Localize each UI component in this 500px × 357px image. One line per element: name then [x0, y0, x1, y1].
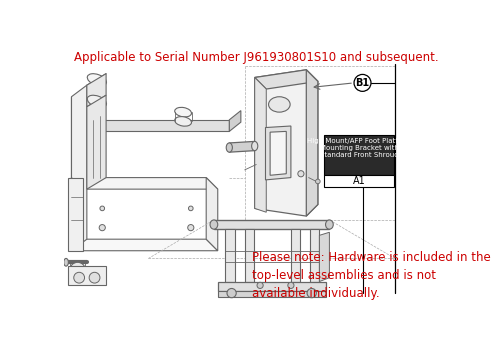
Polygon shape	[254, 77, 266, 212]
FancyBboxPatch shape	[324, 175, 394, 187]
Circle shape	[89, 272, 100, 283]
Circle shape	[70, 262, 86, 278]
Ellipse shape	[64, 258, 68, 266]
Ellipse shape	[88, 95, 106, 107]
Text: High Mount/AFP Foot Platform
Mounting Bracket with
Standard Front Shroud: High Mount/AFP Foot Platform Mounting Br…	[307, 138, 412, 158]
Ellipse shape	[174, 107, 192, 117]
Ellipse shape	[326, 220, 334, 229]
Polygon shape	[206, 177, 218, 251]
Polygon shape	[306, 70, 318, 216]
FancyBboxPatch shape	[324, 135, 394, 175]
Circle shape	[298, 171, 304, 177]
Polygon shape	[72, 85, 87, 251]
Polygon shape	[310, 229, 320, 282]
Circle shape	[74, 272, 85, 283]
Polygon shape	[254, 70, 318, 89]
Polygon shape	[244, 229, 254, 282]
Polygon shape	[87, 120, 230, 131]
Ellipse shape	[210, 220, 218, 229]
Polygon shape	[87, 74, 106, 107]
Circle shape	[188, 225, 194, 231]
Text: A1: A1	[352, 176, 366, 186]
Ellipse shape	[226, 143, 232, 152]
Circle shape	[307, 288, 316, 298]
Circle shape	[227, 288, 236, 298]
Polygon shape	[254, 70, 318, 216]
Text: Applicable to Serial Number J961930801S10 and subsequent.: Applicable to Serial Number J961930801S1…	[74, 51, 438, 64]
Circle shape	[257, 282, 263, 288]
Circle shape	[99, 225, 105, 231]
Ellipse shape	[268, 97, 290, 112]
Polygon shape	[230, 141, 254, 152]
Ellipse shape	[88, 74, 106, 86]
Polygon shape	[270, 131, 286, 175]
Text: B1: B1	[356, 78, 370, 88]
Polygon shape	[72, 239, 218, 251]
Circle shape	[288, 282, 294, 288]
Ellipse shape	[252, 141, 258, 151]
Polygon shape	[87, 95, 106, 189]
Polygon shape	[68, 177, 83, 251]
Polygon shape	[226, 229, 234, 282]
Circle shape	[100, 206, 104, 211]
Circle shape	[188, 206, 193, 211]
Polygon shape	[218, 282, 326, 291]
Polygon shape	[72, 177, 218, 189]
Polygon shape	[266, 126, 291, 180]
Circle shape	[354, 74, 371, 91]
Circle shape	[316, 179, 320, 184]
Polygon shape	[68, 266, 106, 285]
Polygon shape	[214, 220, 330, 229]
Polygon shape	[218, 291, 326, 297]
Text: Please note: Hardware is included in the
top-level assemblies and is not
availab: Please note: Hardware is included in the…	[252, 251, 491, 300]
Polygon shape	[230, 111, 241, 131]
Polygon shape	[320, 232, 330, 282]
Polygon shape	[291, 229, 300, 282]
Ellipse shape	[174, 117, 192, 126]
Polygon shape	[72, 177, 83, 251]
